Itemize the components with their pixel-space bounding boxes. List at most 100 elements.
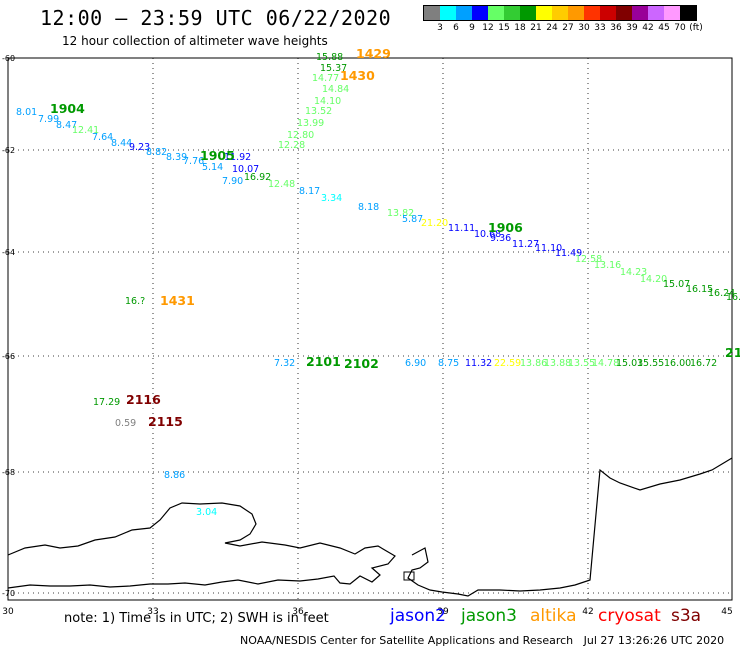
colorbar-label: 30	[578, 23, 590, 33]
swh-observation: 11.11	[448, 223, 475, 234]
colorbar-swatch	[616, 6, 632, 20]
colorbar-swatch	[568, 6, 584, 20]
pass-time-label: 2101	[306, 354, 341, 369]
swh-observation: 8.17	[299, 186, 320, 197]
swh-observation: 7.90	[222, 176, 243, 187]
swh-observation: 12.41	[72, 125, 99, 136]
colorbar-swatch	[472, 6, 488, 20]
longitude-tick-label: 45	[721, 607, 732, 617]
longitude-tick-label: 42	[582, 607, 593, 617]
footer-note-row: note: 1) Time is in UTC; 2) SWH is in fe…	[64, 611, 329, 626]
mission-cryosat: cryosat	[598, 606, 661, 626]
colorbar-swatch	[424, 6, 440, 20]
swh-observation: 12.80	[287, 130, 314, 141]
swh-observation: 16.24	[708, 288, 735, 299]
swh-observation: 12.28	[278, 140, 305, 151]
swh-observation: 13.86	[520, 358, 547, 369]
swh-observation: 15.03	[616, 358, 643, 369]
swh-observation: 15.88	[316, 52, 343, 63]
pass-time-label: 2102	[344, 356, 379, 371]
longitude-tick-label: 39	[437, 607, 449, 617]
colorbar-label: 33	[594, 23, 606, 33]
colorbar-label: 12	[482, 23, 494, 33]
swh-observation: 6.90	[405, 358, 426, 369]
latitude-tick-label: -66	[2, 352, 15, 361]
footer-note: note: 1) Time is in UTC; 2) SWH is in fe…	[64, 611, 329, 626]
swh-observation: 8.47	[56, 120, 77, 131]
mission-jason2: jason2	[390, 606, 446, 626]
swh-observation: 5.87	[402, 214, 423, 225]
swh-observation: 8.86	[164, 470, 185, 481]
swh-observation: 13.55	[568, 358, 595, 369]
pass-time-label: 2115	[148, 414, 183, 429]
swh-observation: 11.27	[512, 239, 539, 250]
colorbar-label: 39	[626, 23, 638, 33]
longitude-tick-label: 36	[292, 607, 304, 617]
colorbar-label: 27	[562, 23, 574, 33]
latitude-tick-label: -60	[2, 54, 15, 63]
swh-observation: 13.82	[387, 208, 414, 219]
colorbar-swatch	[664, 6, 680, 20]
colorbar-label: (ft)	[689, 23, 703, 33]
antarctic-coastline	[7, 502, 396, 589]
swh-observation: 16.15	[686, 284, 713, 295]
swh-observation: 16.00	[664, 358, 691, 369]
swh-observation: 0.59	[115, 418, 136, 429]
swh-observation: 17.29	[93, 397, 120, 408]
colorbar-label: 42	[642, 23, 654, 33]
mission-altika: altika	[530, 606, 577, 626]
swh-observation: 8.39	[166, 152, 187, 163]
chart-title: 12:00 – 23:59 UTC 06/22/2020	[40, 6, 392, 30]
swh-observation: 16.?	[125, 296, 145, 307]
pass-time-label: 1429	[356, 46, 391, 61]
axis-ticks: -60 -62 -64 -66 -68 -70 30 33 36 39 42 45	[2, 54, 733, 617]
swh-observation: 16.92	[244, 172, 271, 183]
swh-observation: 14.84	[322, 84, 349, 95]
pass-time-label: 1430	[340, 68, 375, 83]
swh-observation: 14.78	[592, 358, 619, 369]
swh-observation: 22.59	[494, 358, 521, 369]
swh-observation: 3.04	[196, 507, 217, 518]
colorbar-swatch	[552, 6, 568, 20]
colorbar-swatch	[584, 6, 600, 20]
graticule	[7, 57, 733, 600]
swh-observation: 15.55	[637, 358, 664, 369]
swh-observation: 14.20	[640, 274, 667, 285]
swh-observation: 10.07	[232, 164, 259, 175]
swh-observation: 8.44	[111, 138, 132, 149]
swh-observation: 7.99	[38, 114, 59, 125]
swh-observation: 11.92	[224, 152, 251, 163]
swh-observation: 8.01	[16, 107, 37, 118]
swh-observation: 15.07	[663, 279, 690, 290]
swh-observation: 13.99	[297, 118, 324, 129]
swh-observation: 13.16	[594, 260, 621, 271]
latitude-tick-label: -68	[2, 468, 15, 477]
colorbar-swatch	[600, 6, 616, 20]
swh-observation: 9.36	[490, 233, 511, 244]
colorbar-label: 21	[530, 23, 542, 33]
latitude-tick-label: -64	[2, 248, 15, 257]
colorbar-label: 18	[514, 23, 526, 33]
colorbar-swatch	[456, 6, 472, 20]
coastline-east	[407, 457, 733, 597]
swh-observation: 8.18	[358, 202, 379, 213]
colorbar-swatch	[536, 6, 552, 20]
colorbar-label: 3	[437, 23, 443, 33]
swh-observation: 16.72	[690, 358, 717, 369]
swh-observation: 12.58	[575, 254, 602, 265]
colorbar-label: 70	[674, 23, 686, 33]
swh-observation: 21.20	[421, 218, 448, 229]
colorbar-label: 15	[498, 23, 510, 33]
swh-observation: 16.45	[726, 292, 740, 303]
colorbar-swatch	[648, 6, 664, 20]
colorbar-swatch	[488, 6, 504, 20]
pass-time-label: 1431	[160, 293, 195, 308]
swh-observation: 14.23	[620, 267, 647, 278]
colorbar-label: 36	[610, 23, 622, 33]
pass-time-label: 1904	[50, 101, 85, 116]
swh-observation: 3.34	[321, 193, 342, 204]
colorbar-swatch	[520, 6, 536, 20]
colorbar-label: 6	[453, 23, 459, 33]
island	[403, 571, 415, 581]
